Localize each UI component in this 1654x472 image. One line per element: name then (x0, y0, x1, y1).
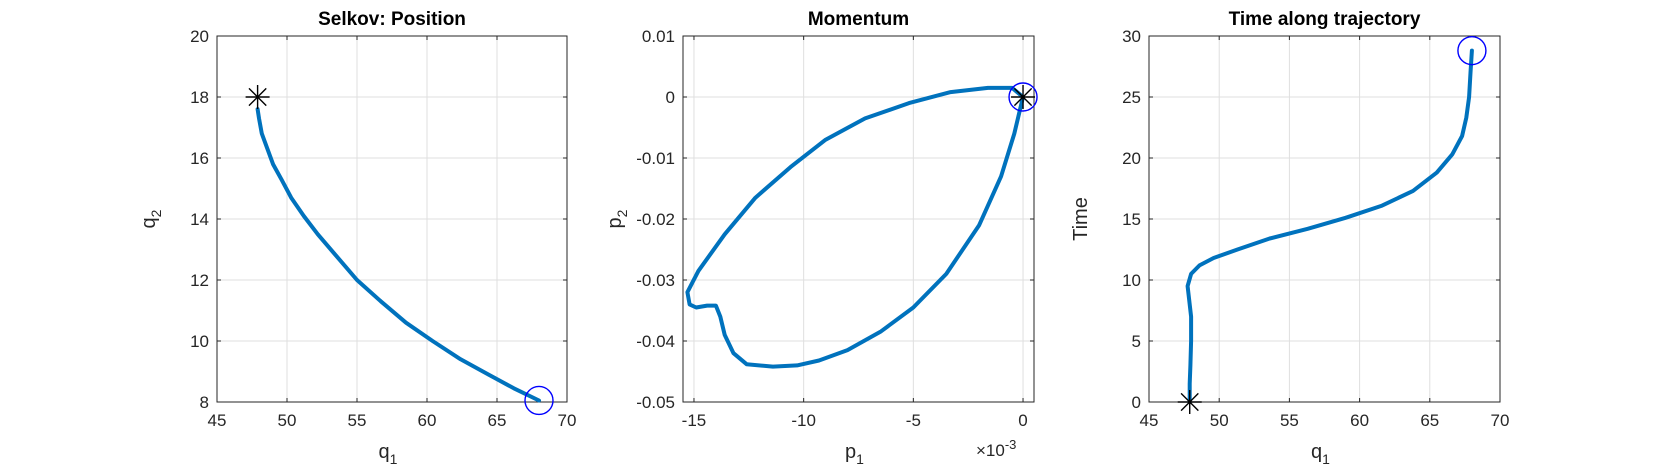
y-tick-label: 20 (190, 27, 209, 46)
y-axis-label-subscript: 2 (614, 209, 630, 217)
x-tick-label: 45 (208, 411, 227, 430)
x-axis-label: q1 (1311, 441, 1330, 467)
y-tick-label: -0.04 (636, 332, 675, 351)
end-point-marker (1008, 82, 1038, 112)
y-tick-label: 20 (1122, 149, 1141, 168)
x-exponent-power: -3 (1005, 437, 1017, 452)
x-exponent-base: ×10 (976, 441, 1005, 460)
x-tick-label: 70 (1491, 411, 1510, 430)
x-tick-label: 70 (558, 411, 577, 430)
y-axis-label-text: p (604, 217, 626, 228)
x-exponent-label: ×10-3 (976, 437, 1016, 460)
y-tick-label: -0.03 (636, 271, 675, 290)
trajectory-line (685, 85, 1025, 369)
subplot-2: -15 -10 -5 0 -0.05 -0.04 -0.03 -0.02 -0.01 0 0.01 M… (604, 9, 1038, 467)
y-axis-label: Time (1070, 197, 1092, 241)
y-tick-label: 0.01 (642, 27, 675, 46)
x-tick-label: -10 (791, 411, 816, 430)
x-tick-label: 50 (1210, 411, 1229, 430)
x-tick-label: -5 (906, 411, 921, 430)
x-tick-label: 65 (1420, 411, 1439, 430)
x-axis-label-text: q (1311, 441, 1322, 463)
x-axis-label-text: p (845, 441, 856, 463)
x-tick-label: -15 (682, 411, 707, 430)
x-tick-label: 60 (1350, 411, 1369, 430)
start-point-marker (1177, 390, 1202, 414)
start-point-marker (1011, 85, 1036, 109)
x-axis-label: p1 (845, 441, 864, 467)
chart-title: Time along trajectory (1229, 9, 1421, 30)
y-tick-label: 30 (1122, 27, 1141, 46)
y-tick-label: 15 (1122, 210, 1141, 229)
x-axis-label-subscript: 1 (390, 451, 398, 467)
x-tick-label: 55 (348, 411, 367, 430)
y-axis-label-text: q (138, 217, 160, 228)
start-point-marker (245, 85, 270, 109)
x-tick-label: 65 (488, 411, 507, 430)
y-tick-label: -0.01 (636, 149, 675, 168)
y-tick-label: 14 (190, 210, 209, 229)
y-tick-label: 16 (190, 149, 209, 168)
x-tick-label: 45 (1140, 411, 1159, 430)
x-axis-label-text: q (379, 441, 390, 463)
x-tick-label: 0 (1018, 411, 1027, 430)
y-axis-label-text: Time (1070, 197, 1092, 241)
subplot-3: 45 50 55 60 65 70 0 5 10 15 20 25 30 Time along traje… (1070, 9, 1509, 467)
x-axis-label-subscript: 1 (856, 451, 864, 467)
end-point-marker (1457, 35, 1487, 66)
x-tick-label: 55 (1280, 411, 1299, 430)
chart-title: Momentum (808, 9, 909, 30)
y-axis-label-subscript: 2 (148, 209, 164, 217)
y-tick-label: -0.02 (636, 210, 675, 229)
x-tick-label: 50 (278, 411, 297, 430)
end-point-marker (524, 385, 554, 416)
trajectory-line (1185, 48, 1474, 404)
y-tick-label: 12 (190, 271, 209, 290)
y-tick-label: 10 (1122, 271, 1141, 290)
y-axis-label: p2 (604, 209, 630, 228)
chart-title: Selkov: Position (318, 9, 466, 30)
y-tick-label: 25 (1122, 88, 1141, 107)
x-tick-label: 60 (418, 411, 437, 430)
y-tick-label: 18 (190, 88, 209, 107)
trajectory-line (255, 107, 541, 403)
y-tick-label: -0.05 (636, 393, 675, 412)
y-tick-label: 8 (200, 393, 209, 412)
x-axis-label-subscript: 1 (1322, 451, 1330, 467)
y-tick-label: 5 (1132, 332, 1141, 351)
y-tick-label: 0 (666, 88, 675, 107)
x-axis-label: q1 (379, 441, 398, 467)
y-tick-label: 0 (1132, 393, 1141, 412)
y-tick-label: 10 (190, 332, 209, 351)
y-axis-label: q2 (138, 209, 164, 228)
